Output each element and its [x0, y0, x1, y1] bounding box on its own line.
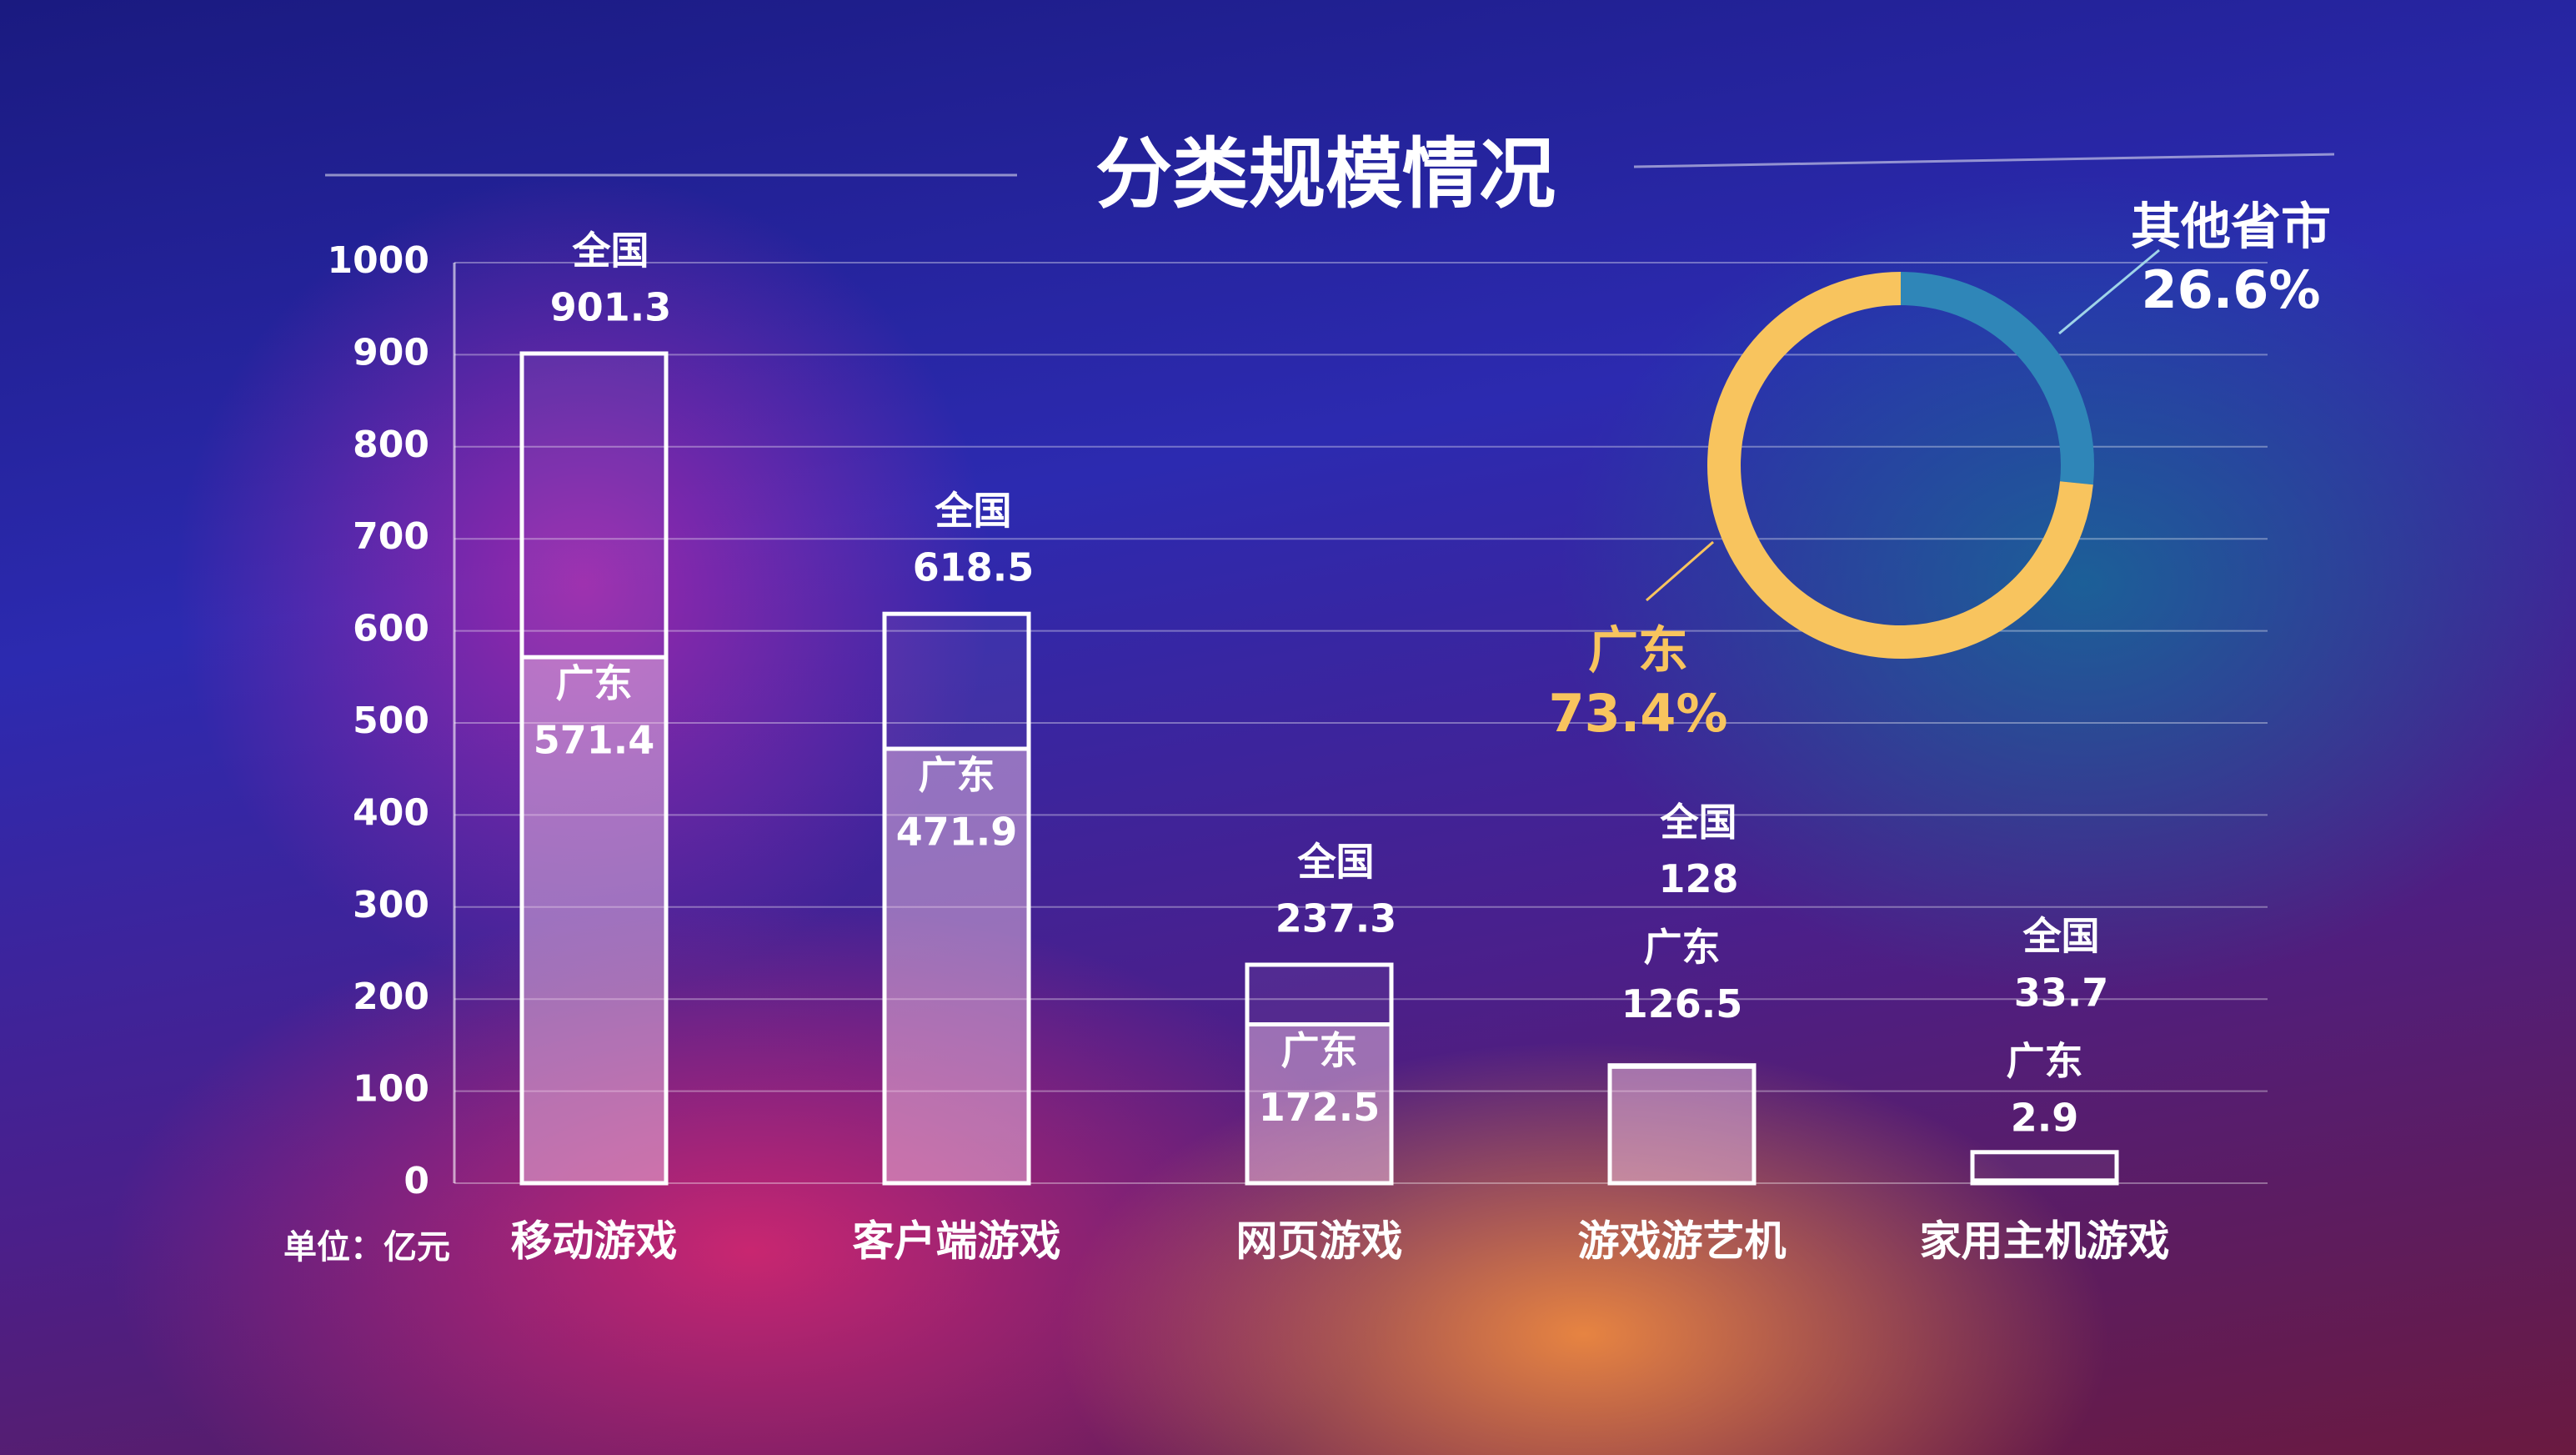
y-tick-label: 900 — [353, 331, 429, 374]
series-label: 全国 — [572, 228, 649, 273]
value-label: 172.5 — [1259, 1085, 1381, 1130]
bar-guangdong — [1970, 1178, 2119, 1186]
y-tick-label: 800 — [353, 424, 429, 466]
series-label: 全国 — [1297, 840, 1375, 885]
value-label: 237.3 — [1275, 896, 1397, 941]
series-label: 广东 — [1644, 925, 1721, 970]
series-label: 全国 — [1660, 800, 1737, 845]
x-tick-label: 游戏游艺机 — [1578, 1217, 1787, 1266]
y-tick-label: 700 — [353, 515, 429, 558]
y-tick-label: 600 — [353, 608, 429, 650]
y-tick-label: 500 — [353, 700, 429, 742]
x-tick-label: 客户端游戏 — [853, 1217, 1061, 1266]
y-tick-label: 100 — [353, 1068, 429, 1111]
pie-label: 其他省市 — [2131, 198, 2331, 257]
x-tick-label: 家用主机游戏 — [1920, 1217, 2170, 1266]
series-label: 全国 — [2022, 913, 2100, 958]
leader-line — [1646, 540, 1714, 602]
value-label: 128 — [1658, 856, 1738, 901]
value-label: 618.5 — [913, 545, 1035, 590]
chart-title: 分类规模情况 — [1095, 129, 1556, 218]
donut-segment — [1900, 272, 2094, 485]
bar-guangdong — [1607, 1064, 1757, 1186]
y-tick-label: 400 — [353, 791, 429, 834]
value-label: 901.3 — [550, 284, 672, 329]
donut-segment — [1707, 272, 2093, 659]
series-label: 广东 — [1281, 1028, 1358, 1073]
title-rule — [1633, 153, 2335, 168]
series-label: 广东 — [556, 661, 633, 706]
value-label: 471.9 — [896, 810, 1018, 855]
bar-guangdong — [882, 746, 1031, 1186]
series-label: 全国 — [935, 489, 1012, 534]
pie-value-label: 26.6% — [2141, 259, 2320, 320]
series-label: 广东 — [2007, 1038, 2083, 1083]
x-tick-label: 网页游戏 — [1236, 1217, 1403, 1266]
y-tick-label: 1000 — [328, 239, 429, 282]
series-label: 广东 — [919, 753, 995, 798]
bar-guangdong — [519, 655, 669, 1186]
bar-guangdong — [1245, 1022, 1394, 1186]
pie-label: 广东 — [1588, 622, 1688, 680]
y-tick-label: 0 — [403, 1160, 429, 1202]
value-label: 33.7 — [2014, 970, 2109, 1015]
unit-label: 单位：亿元 — [283, 1228, 450, 1267]
value-label: 571.4 — [534, 718, 655, 763]
y-tick-label: 200 — [353, 976, 429, 1018]
pie-value-label: 73.4% — [1548, 683, 1727, 744]
leader-line — [2058, 248, 2160, 335]
value-label: 126.5 — [1621, 981, 1743, 1026]
y-tick-label: 300 — [353, 884, 429, 926]
x-tick-label: 移动游戏 — [511, 1217, 678, 1266]
value-label: 2.9 — [2011, 1095, 2079, 1140]
